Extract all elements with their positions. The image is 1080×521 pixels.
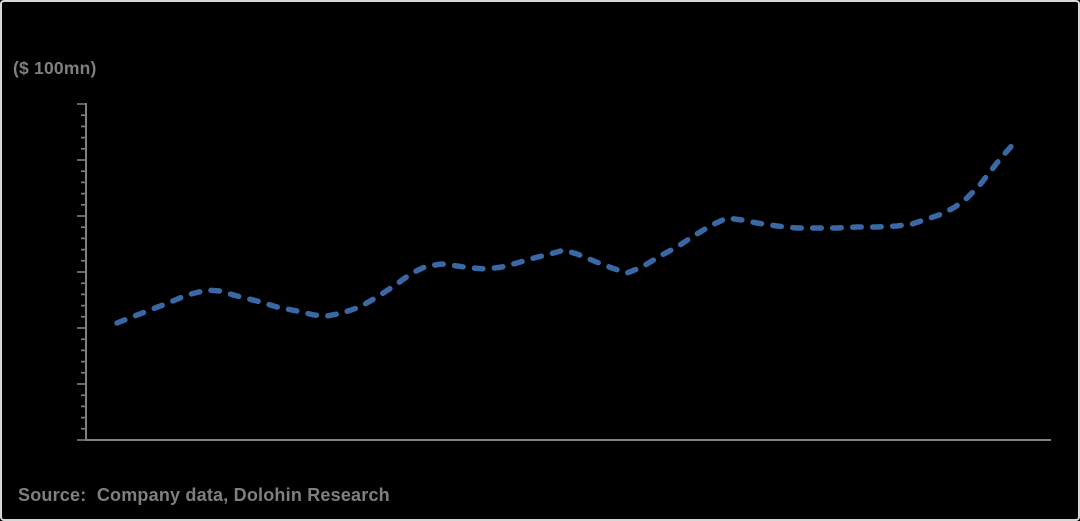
source-note: Source: Company data, Dolohin Research — [18, 485, 390, 505]
y-axis-unit-label: ($ 100mn) — [13, 58, 97, 78]
revenue-dashed-line — [114, 139, 1018, 326]
